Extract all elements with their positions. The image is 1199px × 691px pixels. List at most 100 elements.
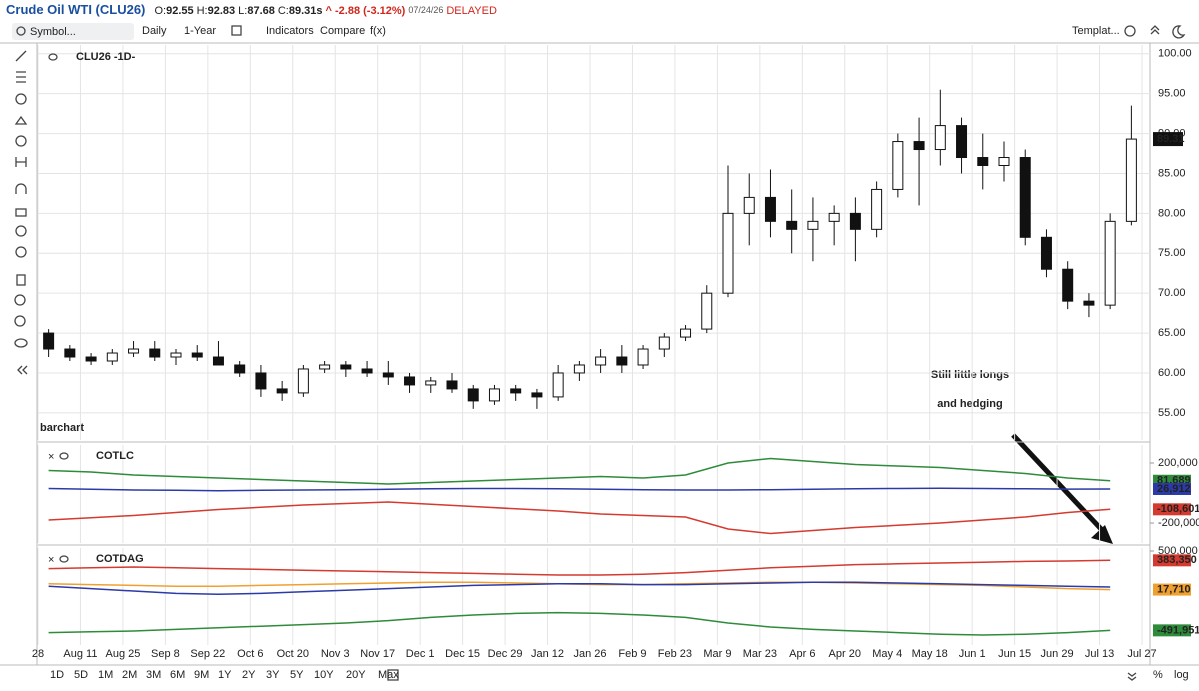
candle-body: [977, 157, 989, 166]
trendline-tool[interactable]: [15, 50, 27, 62]
range-button[interactable]: Max: [378, 669, 399, 681]
candle-body: [913, 141, 925, 151]
x-tick-label: Oct 6: [237, 648, 263, 660]
candle-body: [531, 392, 543, 398]
candle-body: [149, 348, 161, 358]
candle-body: [786, 220, 798, 230]
candle-body: [361, 368, 373, 374]
x-tick-label: Sep 22: [190, 648, 225, 660]
compare-button[interactable]: Compare: [320, 25, 365, 37]
candle-body: [488, 388, 500, 402]
value-label: 17,710: [1157, 583, 1191, 595]
range-button[interactable]: 5Y: [290, 669, 304, 681]
arrow-tool[interactable]: [14, 115, 28, 125]
zoom-in-tool[interactable]: [14, 294, 26, 306]
visibility-icon[interactable]: [59, 452, 69, 460]
info-tool[interactable]: [15, 135, 27, 147]
y-tick-label: 65.00: [1158, 327, 1186, 339]
interval-dropdown[interactable]: Daily: [142, 25, 167, 37]
measure-tool[interactable]: [15, 157, 27, 167]
x-tick-label: Mar 23: [743, 648, 777, 660]
series-legend: CLU26 -1D-: [76, 51, 136, 63]
candle-body: [340, 364, 352, 370]
range-button[interactable]: 20Y: [346, 669, 366, 681]
candle-body: [1019, 157, 1031, 238]
visibility-icon[interactable]: [48, 53, 58, 61]
range-button[interactable]: 2Y: [242, 669, 256, 681]
visibility-tool[interactable]: [14, 338, 28, 348]
y-tick-label: 500,000: [1158, 545, 1198, 557]
close-icon[interactable]: ×: [48, 554, 54, 566]
candle-body: [722, 212, 734, 294]
candle-body: [680, 328, 692, 338]
candle-body: [255, 372, 267, 390]
range-button[interactable]: 5D: [74, 669, 88, 681]
cot-line: [48, 501, 1111, 535]
range-button[interactable]: 1D: [50, 669, 64, 681]
candle-body: [807, 220, 819, 230]
candle-body: [64, 348, 76, 358]
fib-tool[interactable]: [16, 71, 26, 83]
redo-tool[interactable]: [15, 246, 27, 258]
range-dropdown[interactable]: 1-Year: [184, 25, 216, 37]
candle-body: [871, 188, 883, 230]
x-tick-label: Dec 1: [406, 648, 435, 660]
cot-line: [48, 457, 1111, 485]
expand-button[interactable]: [1127, 672, 1137, 681]
indicator-legend: COTLC: [96, 450, 134, 462]
undo-tool[interactable]: [15, 225, 27, 237]
template-button[interactable]: Templat...: [1072, 25, 1120, 37]
range-button[interactable]: 2M: [122, 669, 137, 681]
range-button[interactable]: 3M: [146, 669, 161, 681]
candle-body: [128, 348, 140, 354]
close-icon[interactable]: ×: [48, 451, 54, 463]
x-tick-label: Apr 20: [829, 648, 861, 660]
fx-button[interactable]: f(x): [370, 25, 386, 37]
candle-body: [43, 332, 55, 350]
range-button[interactable]: 1M: [98, 669, 113, 681]
cot-line: [48, 611, 1111, 636]
candle-body: [297, 368, 309, 394]
magnet-tool[interactable]: [15, 183, 27, 194]
range-button[interactable]: 10Y: [314, 669, 334, 681]
lock-tool[interactable]: [15, 208, 27, 217]
candle-body: [828, 212, 840, 222]
chart-type-button[interactable]: [231, 25, 242, 36]
percent-button[interactable]: %: [1153, 669, 1163, 681]
x-tick-label: Aug 25: [105, 648, 140, 660]
log-button[interactable]: log: [1174, 669, 1189, 681]
candle-body: [382, 372, 394, 378]
quote-label: O:: [154, 5, 166, 17]
zoom-out-tool[interactable]: [14, 315, 26, 327]
candle-body: [764, 196, 776, 222]
cot-line: [48, 487, 1111, 492]
indicators-button[interactable]: Indicators: [266, 25, 314, 37]
search-box[interactable]: [12, 23, 134, 40]
calendar-button[interactable]: [387, 669, 399, 681]
theme-icon[interactable]: [1172, 25, 1186, 39]
y-tick-label: 85.00: [1158, 167, 1186, 179]
value-label: -491,951: [1157, 624, 1199, 636]
x-tick-label: 28: [32, 648, 44, 660]
quote-value: 92.83: [208, 5, 236, 17]
quote-change: ^ -2.88 (-3.12%): [326, 5, 406, 17]
y-tick-label: 200,000: [1158, 457, 1198, 469]
collapse-toolbar[interactable]: [17, 365, 28, 375]
annotation-line: Still little longs: [931, 369, 1009, 381]
settings-icon[interactable]: [1124, 25, 1136, 37]
candle-body: [446, 380, 458, 390]
x-tick-label: Jun 29: [1041, 648, 1074, 660]
collapse-icon[interactable]: [1150, 25, 1160, 35]
drawing-toolbar: [14, 50, 28, 375]
y-tick-label: 70.00: [1158, 287, 1186, 299]
visibility-icon[interactable]: [59, 555, 69, 563]
shape-tool[interactable]: [15, 93, 27, 105]
quote-label: L:: [238, 5, 247, 17]
range-button[interactable]: 9M: [194, 669, 209, 681]
annotation-arrowhead: [1091, 525, 1113, 544]
candle-body: [616, 356, 628, 366]
delete-tool[interactable]: [16, 274, 26, 286]
range-button[interactable]: 3Y: [266, 669, 280, 681]
range-button[interactable]: 1Y: [218, 669, 232, 681]
range-button[interactable]: 6M: [170, 669, 185, 681]
